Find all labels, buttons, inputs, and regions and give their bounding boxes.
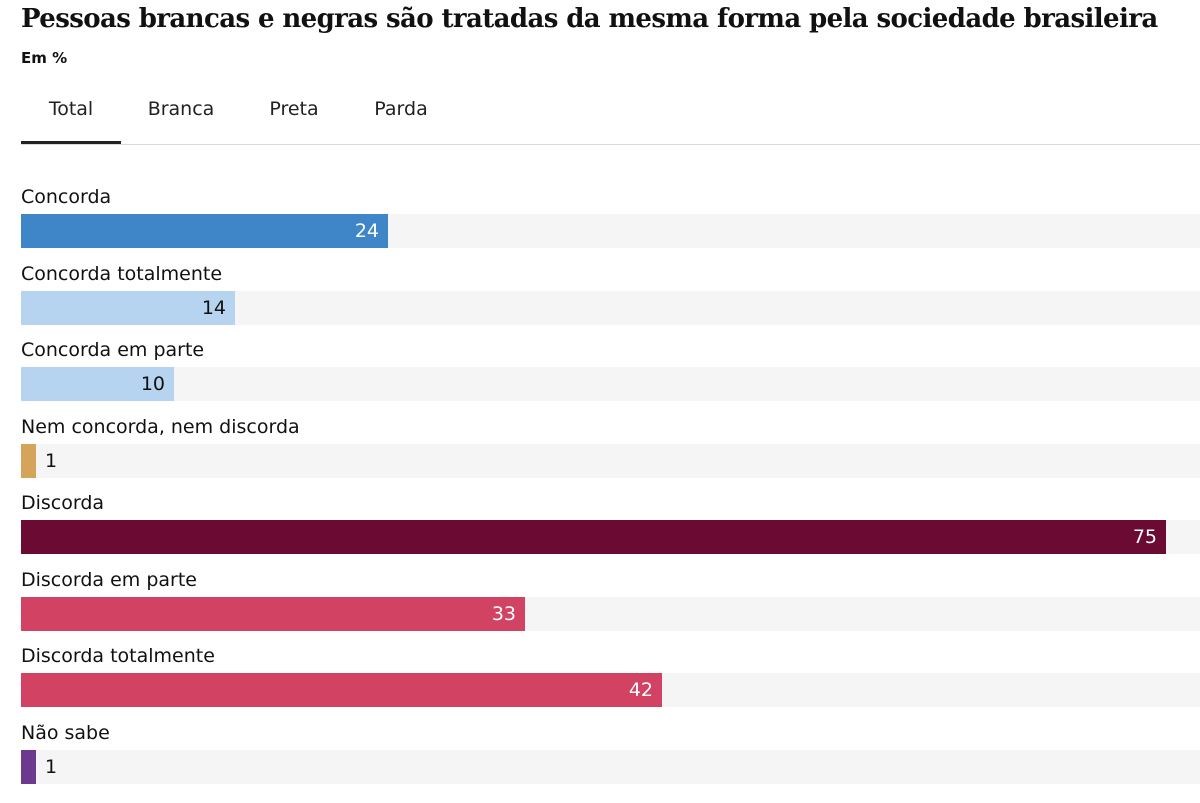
bar-value-label: 1: [45, 450, 58, 472]
bar-value-label: 10: [140, 373, 165, 395]
bar-value-label: 1: [45, 756, 58, 778]
bar-value-label: 33: [491, 603, 516, 625]
tab-branca[interactable]: Branca: [147, 98, 215, 120]
bar-row: Concorda 24: [21, 178, 1200, 254]
bar-row: Concorda totalmente 14: [21, 255, 1200, 331]
bar: [21, 750, 36, 784]
bar-category-label: Discorda totalmente: [21, 645, 215, 667]
tab-parda[interactable]: Parda: [374, 98, 428, 120]
bar-track: 14: [21, 291, 1200, 325]
bar-category-label: Concorda: [21, 186, 112, 208]
bar-value-label: 75: [1132, 526, 1157, 548]
bar-category-label: Discorda: [21, 492, 105, 514]
bar-category-label: Não sabe: [21, 722, 110, 744]
bar: [21, 520, 1166, 554]
bar: [21, 597, 525, 631]
chart-title: Pessoas brancas e negras são tratadas da…: [21, 4, 1158, 34]
bar-category-label: Concorda em parte: [21, 339, 205, 361]
bar-value-label: 14: [201, 297, 226, 319]
bar-track: 42: [21, 673, 1200, 707]
tab-preta[interactable]: Preta: [269, 98, 319, 120]
bar-category-label: Nem concorda, nem discorda: [21, 416, 300, 438]
bar-row: Nem concorda, nem discorda 1: [21, 408, 1200, 484]
bar-value-label: 24: [354, 220, 379, 242]
tab-total[interactable]: Total: [21, 86, 121, 144]
bar: [21, 214, 388, 248]
tab-bar: Total Branca Preta Parda: [21, 86, 1200, 145]
bar-category-label: Discorda em parte: [21, 569, 197, 591]
bar: [21, 673, 662, 707]
bar-value-label: 42: [628, 679, 653, 701]
bar-row: Discorda totalmente 42: [21, 637, 1200, 713]
bar-row: Discorda 75: [21, 484, 1200, 560]
unit-label: Em %: [21, 49, 68, 67]
bar-track: 75: [21, 520, 1200, 554]
bar: [21, 291, 235, 325]
bar-track: 24: [21, 214, 1200, 248]
bar: [21, 367, 174, 401]
bar: [21, 444, 36, 478]
bar-track: 1: [21, 750, 1200, 784]
bar-track: 10: [21, 367, 1200, 401]
bar-track: 1: [21, 444, 1200, 478]
bar-row: Discorda em parte 33: [21, 561, 1200, 637]
bar-track: 33: [21, 597, 1200, 631]
bar-row: Não sabe 1: [21, 714, 1200, 790]
bar-category-label: Concorda totalmente: [21, 263, 223, 285]
bar-row: Concorda em parte 10: [21, 331, 1200, 407]
